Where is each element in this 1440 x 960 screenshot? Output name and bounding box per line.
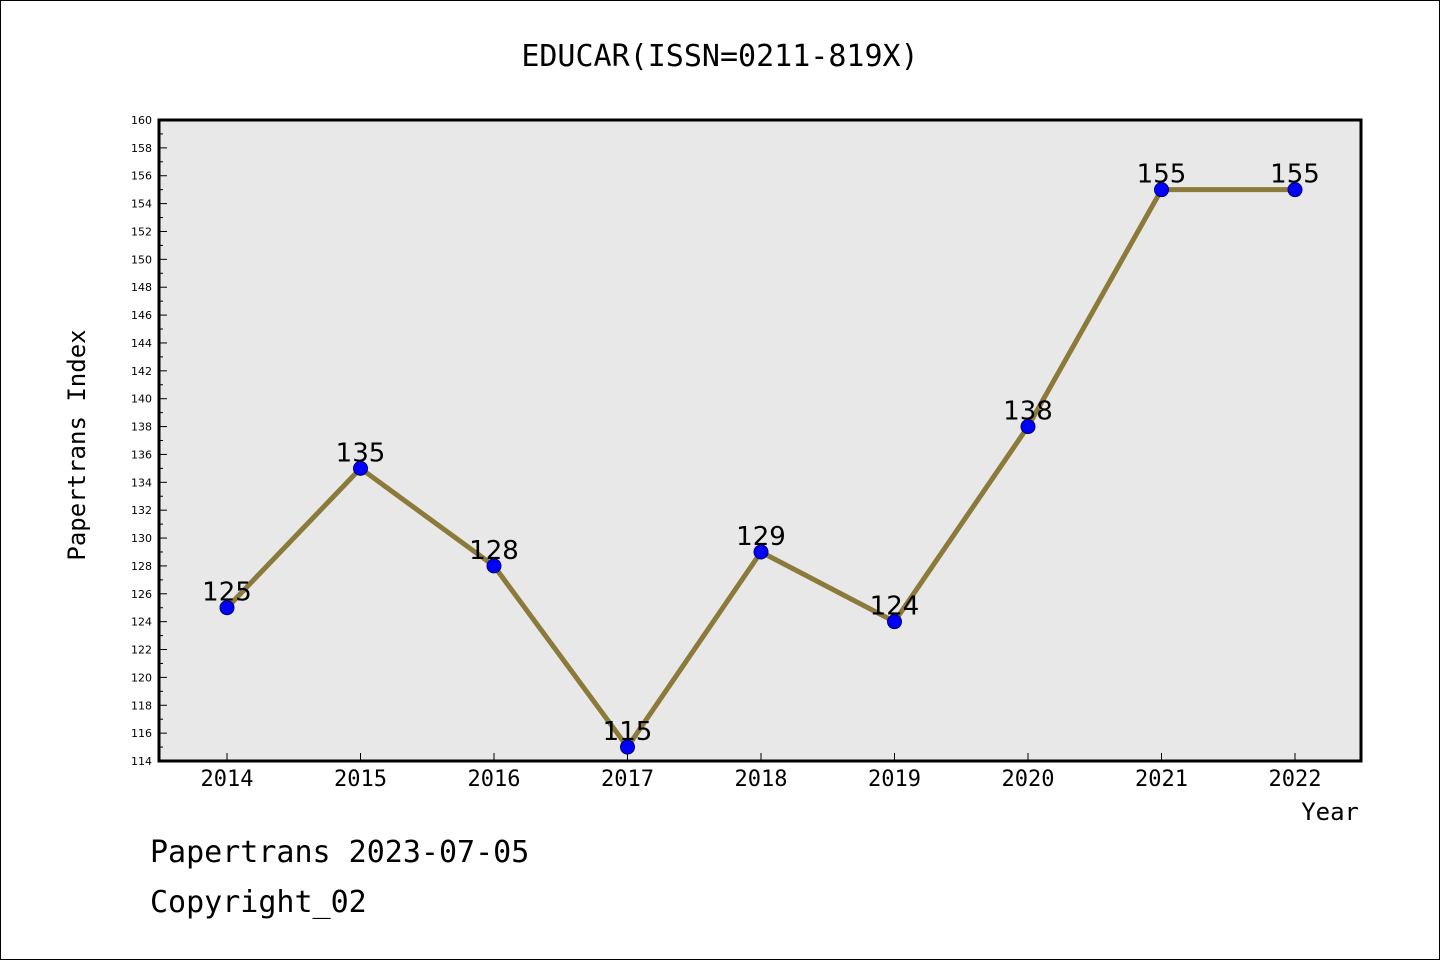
y-tick-label: 128 [131, 560, 152, 573]
y-tick-label: 150 [131, 253, 152, 266]
data-label: 129 [736, 522, 786, 552]
data-point [486, 558, 502, 574]
x-tick-label: 2019 [868, 767, 921, 792]
y-tick-label: 134 [131, 476, 152, 489]
y-tick-label: 152 [131, 225, 152, 238]
y-axis-ticks: 114 116 118 120 122 124 126 128 130 132 134 136 138 1… [131, 114, 167, 768]
y-tick-label: 146 [131, 309, 152, 322]
y-tick-label: 160 [131, 114, 152, 127]
x-axis-label: Year [1301, 798, 1359, 826]
y-tick-label: 120 [131, 671, 152, 684]
data-labels: 125 135 128 115 129 124 138 155 155 [202, 160, 1320, 747]
x-axis-ticks: 2014 2015 2016 2017 2018 2019 2020 2021 2022 [201, 753, 1322, 792]
x-tick-label: 2020 [1002, 767, 1055, 792]
plot-area [157, 118, 1363, 763]
y-tick-label: 156 [131, 170, 152, 183]
chart-title: EDUCAR(ISSN=0211-819X) [521, 39, 918, 74]
data-label: 125 [202, 578, 252, 608]
data-label: 155 [1137, 160, 1187, 190]
x-tick-label: 2016 [468, 767, 521, 792]
y-tick-label: 116 [131, 727, 152, 740]
x-tick-label: 2014 [201, 767, 254, 792]
y-tick-label: 148 [131, 281, 152, 294]
y-axis-label: Papertrans Index [63, 329, 91, 560]
x-tick-label: 2015 [334, 767, 387, 792]
footer-copyright: Copyright_02 [150, 885, 367, 920]
x-tick-label: 2022 [1269, 767, 1322, 792]
data-point [887, 614, 902, 630]
y-tick-label: 158 [131, 142, 152, 155]
data-label: 138 [1003, 397, 1053, 427]
data-markers [219, 182, 1303, 755]
data-point [1287, 182, 1303, 198]
y-tick-label: 138 [131, 421, 152, 434]
data-point [753, 544, 769, 560]
y-tick-label: 154 [131, 198, 152, 211]
y-tick-label: 130 [131, 532, 152, 545]
y-tick-label: 118 [131, 699, 152, 712]
x-tick-label: 2017 [601, 767, 654, 792]
x-tick-label: 2021 [1135, 767, 1188, 792]
y-tick-label: 144 [131, 337, 152, 350]
data-point [1020, 419, 1036, 435]
y-tick-label: 126 [131, 588, 152, 601]
data-point [219, 600, 235, 616]
footer-date: Papertrans 2023-07-05 [150, 835, 530, 870]
y-tick-label: 142 [131, 365, 152, 378]
data-point [1154, 182, 1169, 198]
data-label: 135 [336, 438, 386, 468]
y-tick-label: 140 [131, 393, 152, 406]
data-label: 155 [1270, 160, 1320, 190]
data-point [353, 460, 368, 476]
y-tick-label: 124 [131, 616, 152, 629]
data-point [620, 739, 635, 755]
y-tick-label: 132 [131, 504, 152, 517]
x-tick-label: 2018 [735, 767, 788, 792]
data-label: 128 [469, 536, 519, 566]
y-tick-label: 114 [131, 755, 152, 768]
y-tick-label: 122 [131, 644, 152, 657]
data-label: 115 [603, 717, 653, 747]
y-tick-label: 136 [131, 448, 152, 461]
data-label: 124 [870, 592, 920, 622]
